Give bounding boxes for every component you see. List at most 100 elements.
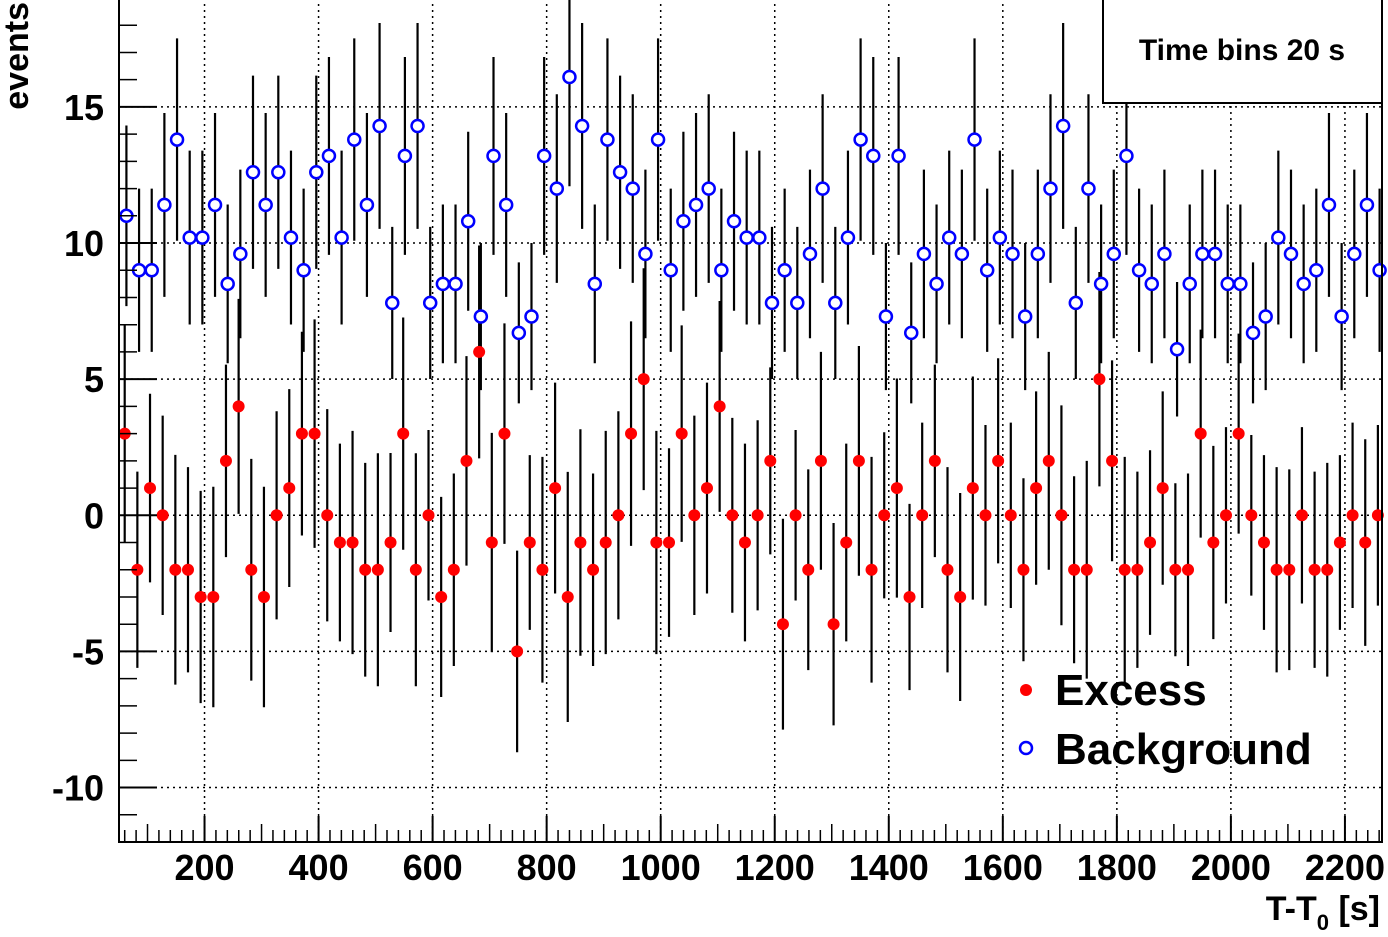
excess-point <box>776 618 789 631</box>
excess-point <box>270 509 283 522</box>
excess-point <box>1106 454 1119 467</box>
background-point <box>1207 246 1223 262</box>
background-point <box>726 214 742 229</box>
background-point <box>650 132 666 147</box>
excess-point <box>663 536 676 549</box>
excess-point <box>169 563 182 576</box>
excess-point <box>485 536 498 549</box>
excess-point <box>1042 454 1055 467</box>
background-point <box>334 230 349 245</box>
excess-point <box>928 454 941 467</box>
background-point <box>1296 276 1311 292</box>
background-point <box>1068 295 1084 311</box>
background-point <box>676 214 691 229</box>
excess-point <box>523 536 536 549</box>
background-point <box>384 295 400 311</box>
excess-point <box>498 427 511 440</box>
excess-point <box>1068 563 1081 576</box>
excess-point <box>549 482 562 495</box>
background-point <box>283 230 299 245</box>
excess-point <box>1093 373 1106 386</box>
background-point <box>460 214 476 229</box>
x-tick-label: 600 <box>403 847 463 888</box>
excess-point <box>1131 563 1144 576</box>
background-point <box>207 197 223 213</box>
background-point <box>144 263 159 278</box>
background-point <box>1347 246 1362 262</box>
excess-point <box>789 509 802 522</box>
background-point <box>979 263 995 278</box>
legend-background-marker <box>1018 740 1034 756</box>
background-point <box>1144 276 1160 292</box>
x-tick-label: 800 <box>517 847 577 888</box>
background-point <box>1182 276 1197 292</box>
background-point <box>1131 263 1147 278</box>
excess-point <box>460 454 473 467</box>
background-point <box>233 246 248 262</box>
excess-point <box>333 536 346 549</box>
excess-point <box>992 454 1005 467</box>
excess-point <box>245 563 258 576</box>
excess-point <box>954 590 967 603</box>
background-point <box>967 132 982 147</box>
background-point <box>372 118 387 134</box>
excess-point <box>852 454 865 467</box>
excess-point <box>979 509 992 522</box>
excess-point <box>1144 536 1157 549</box>
y-axis-title: events <box>0 2 36 110</box>
excess-point <box>435 590 448 603</box>
excess-point <box>1359 536 1372 549</box>
background-point <box>536 148 552 164</box>
excess-point <box>1017 563 1030 576</box>
background-point <box>245 164 261 180</box>
background-point <box>992 230 1008 245</box>
y-tick-label: -5 <box>72 631 104 672</box>
background-point <box>473 309 489 324</box>
background-point <box>802 246 818 262</box>
background-point <box>524 309 539 324</box>
annotation-box: Time bins 20 s <box>1102 0 1383 104</box>
excess-point <box>865 563 878 576</box>
y-tick-label: 10 <box>64 223 104 264</box>
excess-point <box>131 563 144 576</box>
x-tick-label: 1000 <box>621 847 701 888</box>
background-point <box>714 263 729 278</box>
excess-point <box>397 427 410 440</box>
background-point <box>1169 341 1185 357</box>
background-point <box>1321 197 1337 213</box>
excess-point <box>207 590 220 603</box>
background-point <box>498 197 514 213</box>
excess-point <box>802 563 815 576</box>
excess-point <box>219 454 232 467</box>
excess-point <box>713 400 726 413</box>
background-point <box>410 118 425 134</box>
background-point <box>511 325 527 341</box>
background-point <box>701 181 716 196</box>
excess-point <box>840 536 853 549</box>
excess-point <box>1207 536 1220 549</box>
excess-point <box>751 509 764 522</box>
excess-point <box>637 373 650 386</box>
background-point <box>853 132 868 147</box>
background-point <box>587 276 603 292</box>
excess-point <box>916 509 929 522</box>
x-tick-label: 1400 <box>849 847 929 888</box>
x-tick-label: 400 <box>289 847 349 888</box>
excess-point <box>1333 536 1346 549</box>
y-tick-label: -10 <box>52 768 104 809</box>
background-point <box>448 276 463 292</box>
excess-point <box>1257 536 1270 549</box>
excess-point <box>232 400 245 413</box>
x-tick-label: 2200 <box>1305 847 1385 888</box>
background-point <box>612 164 628 180</box>
background-point <box>347 132 362 147</box>
background-point <box>663 263 678 278</box>
excess-point <box>1232 427 1245 440</box>
excess-point <box>384 536 397 549</box>
background-point <box>891 148 906 164</box>
background-point <box>486 148 501 164</box>
background-point <box>1119 148 1134 164</box>
background-point <box>1030 246 1046 262</box>
excess-point <box>1030 482 1043 495</box>
